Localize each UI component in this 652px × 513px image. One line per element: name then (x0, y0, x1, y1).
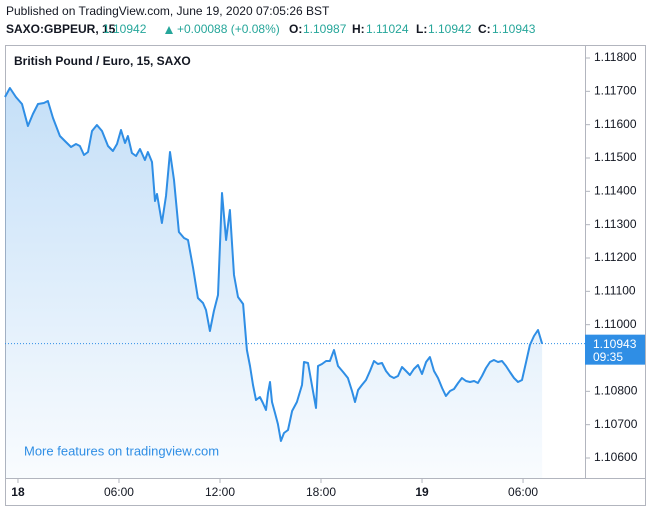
symbol: SAXO:GBPEUR, 15 (6, 22, 116, 36)
ohlc-value: 1.10942 (428, 22, 472, 36)
up-arrow (165, 26, 173, 34)
last: 1.10942 (103, 22, 147, 36)
legend: British Pound / Euro, 15, SAXO (14, 54, 191, 68)
countdown: 09:35 (593, 350, 623, 364)
y-tick-label: 1.11200 (594, 250, 637, 264)
area (5, 88, 543, 478)
ohlc-key: H: (352, 22, 365, 36)
ohlc-key: L: (416, 22, 427, 36)
y-tick-label: 1.10800 (594, 384, 638, 398)
ohlc-value: 1.10987 (303, 22, 347, 36)
y-tick-label: 1.11100 (594, 284, 636, 298)
x-tick-label: 19 (415, 485, 429, 499)
y-tick-label: 1.11800 (594, 50, 637, 64)
y-tick-label: 1.11000 (594, 317, 637, 331)
last-price-box (585, 334, 645, 365)
last-price-label: 1.10943 (593, 337, 637, 351)
y-tick-label: 1.10700 (594, 417, 638, 431)
change: +0.00088 (+0.08%) (177, 22, 280, 36)
y-tick-label: 1.11600 (594, 117, 637, 131)
watermark: More features on tradingview.com (24, 443, 219, 458)
x-tick-label: 18 (11, 485, 25, 499)
published: Published on TradingView.com, June 19, 2… (6, 4, 330, 18)
y-tick-label: 1.10600 (594, 450, 638, 464)
y-tick-label: 1.11400 (594, 184, 637, 198)
ohlc-key: C: (478, 22, 491, 36)
y-tick-label: 1.11700 (594, 84, 637, 98)
x-tick-label: 06:00 (104, 485, 134, 499)
y-tick-label: 1.11300 (594, 217, 637, 231)
ohlc-key: O: (289, 22, 302, 36)
ohlc-value: 1.11024 (366, 22, 409, 36)
line (4, 87, 544, 442)
x-tick-label: 18:00 (306, 485, 336, 499)
x-tick-label: 06:00 (508, 485, 538, 499)
y-tick-label: 1.11500 (594, 150, 637, 164)
ohlc-value: 1.10943 (492, 22, 536, 36)
x-tick-label: 12:00 (205, 485, 235, 499)
